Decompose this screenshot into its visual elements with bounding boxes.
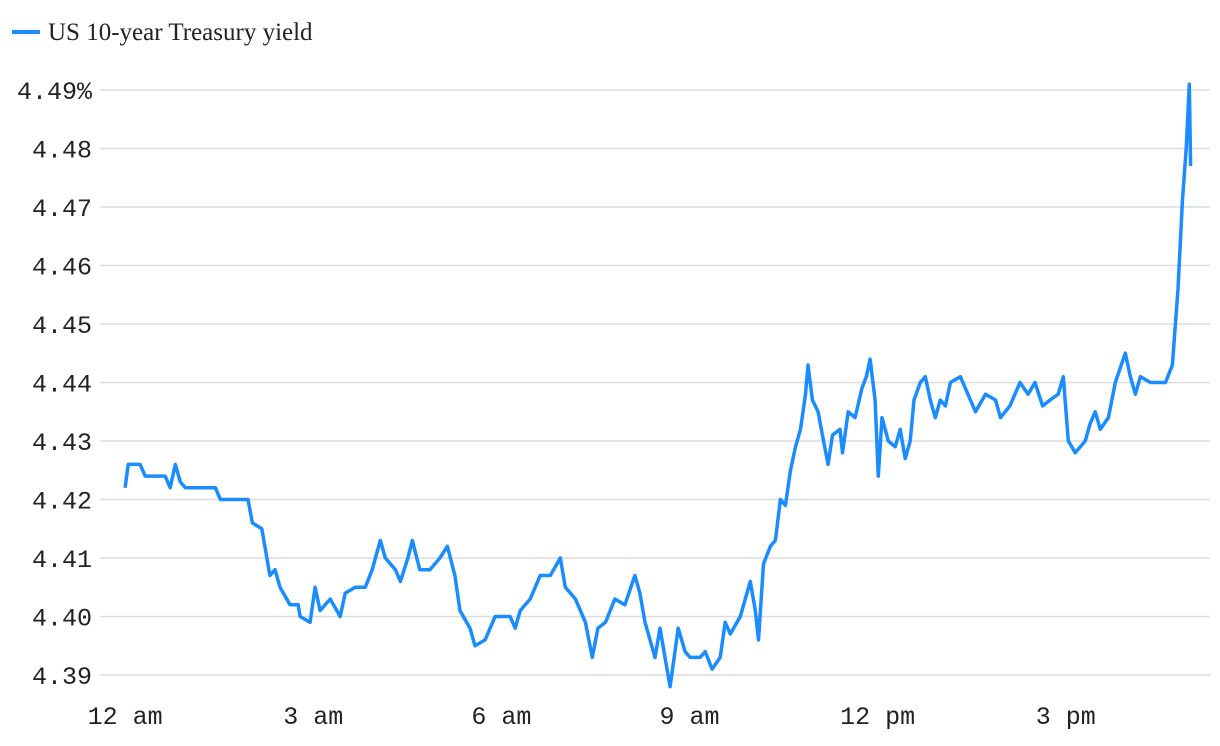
x-tick-label: 3 am <box>283 703 343 732</box>
x-tick-label: 12 pm <box>840 703 915 732</box>
y-tick-label: 4.41 <box>32 546 92 575</box>
y-tick-label: 4.40 <box>32 605 92 634</box>
series-line <box>123 82 1193 689</box>
y-tick-label: 4.49% <box>17 78 93 107</box>
x-tick-label: 6 am <box>471 703 531 732</box>
y-tick-label: 4.45 <box>32 312 92 341</box>
y-tick-label: 4.43 <box>32 429 92 458</box>
y-tick-label: 4.47 <box>32 195 92 224</box>
x-tick-label: 3 pm <box>1036 703 1096 732</box>
y-tick-label: 4.39 <box>32 663 92 692</box>
y-tick-label: 4.46 <box>32 254 92 283</box>
x-tick-label: 9 am <box>659 703 719 732</box>
x-tick-label: 12 am <box>88 703 163 732</box>
y-tick-label: 4.48 <box>32 137 92 166</box>
y-tick-label: 4.42 <box>32 488 92 517</box>
legend-label: US 10-year Treasury yield <box>48 19 313 46</box>
y-tick-label: 4.44 <box>32 371 92 400</box>
